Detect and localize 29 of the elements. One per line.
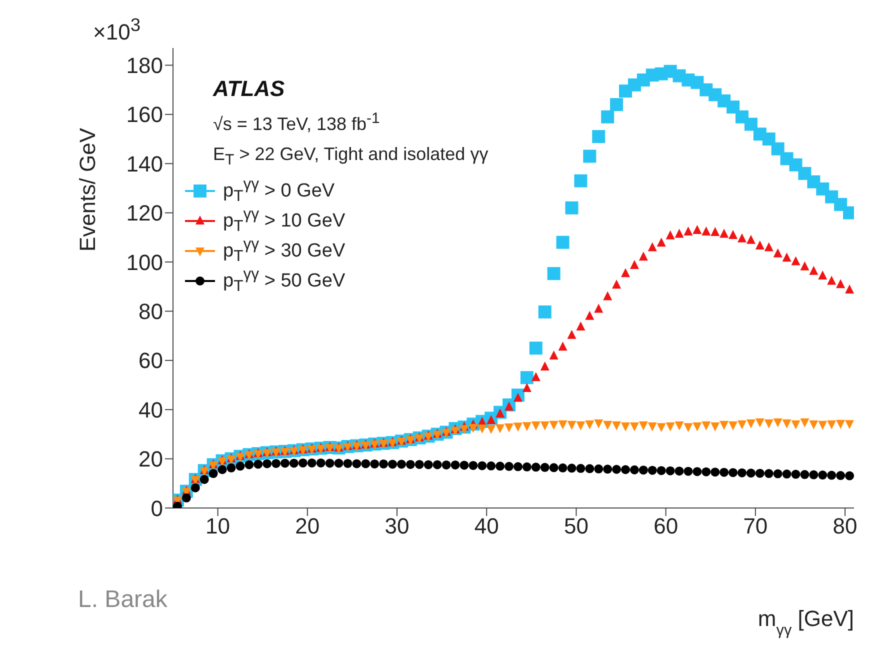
- y-tick-label: 180: [126, 53, 163, 78]
- x-axis-title: m$_{γγ}$ [GeV]: [758, 606, 854, 638]
- legend-label: p$_{T}$$^{γγ}$ > 10 GeV: [223, 206, 346, 236]
- legend-label: p$_{T}$$^{γγ}$ > 0 GeV: [223, 176, 335, 206]
- x-tick-label: 10: [206, 514, 230, 539]
- y-tick-label: 120: [126, 200, 163, 226]
- x-tick-label: 20: [295, 514, 320, 539]
- legend-label: p$_{T}$$^{γγ}$ > 30 GeV: [223, 236, 346, 266]
- x-tick-label: 70: [743, 514, 768, 539]
- y-tick-label: 20: [138, 446, 163, 472]
- annotation: √s = 13 TeV, 138 fb$^{-1}$: [213, 110, 380, 135]
- y-tick-label: 80: [138, 299, 163, 324]
- annotation: E$_{T}$ > 22 GeV, Tight and isolated γγ: [213, 144, 488, 169]
- legend-label: p$_{T}$$^{γγ}$ > 50 GeV: [223, 266, 346, 296]
- x-tick-label: 80: [832, 514, 858, 539]
- text: ×10$^{3}$: [93, 14, 141, 46]
- text: L. Barak: [78, 586, 168, 614]
- x-tick-label: 50: [564, 514, 588, 539]
- y-tick-label: 40: [138, 397, 163, 422]
- x-tick-label: 40: [474, 514, 499, 539]
- y-tick-label: 160: [126, 102, 163, 128]
- y-tick-label: 100: [126, 250, 163, 275]
- x-tick-label: 30: [384, 514, 410, 539]
- y-tick-label: 140: [126, 151, 163, 176]
- annotation: ATLAS: [213, 76, 285, 102]
- y-tick-label: 0: [150, 496, 163, 521]
- y-tick-label: 60: [138, 348, 163, 374]
- y-axis-title: Events/ GeV: [75, 128, 100, 252]
- x-tick-label: 60: [654, 514, 678, 539]
